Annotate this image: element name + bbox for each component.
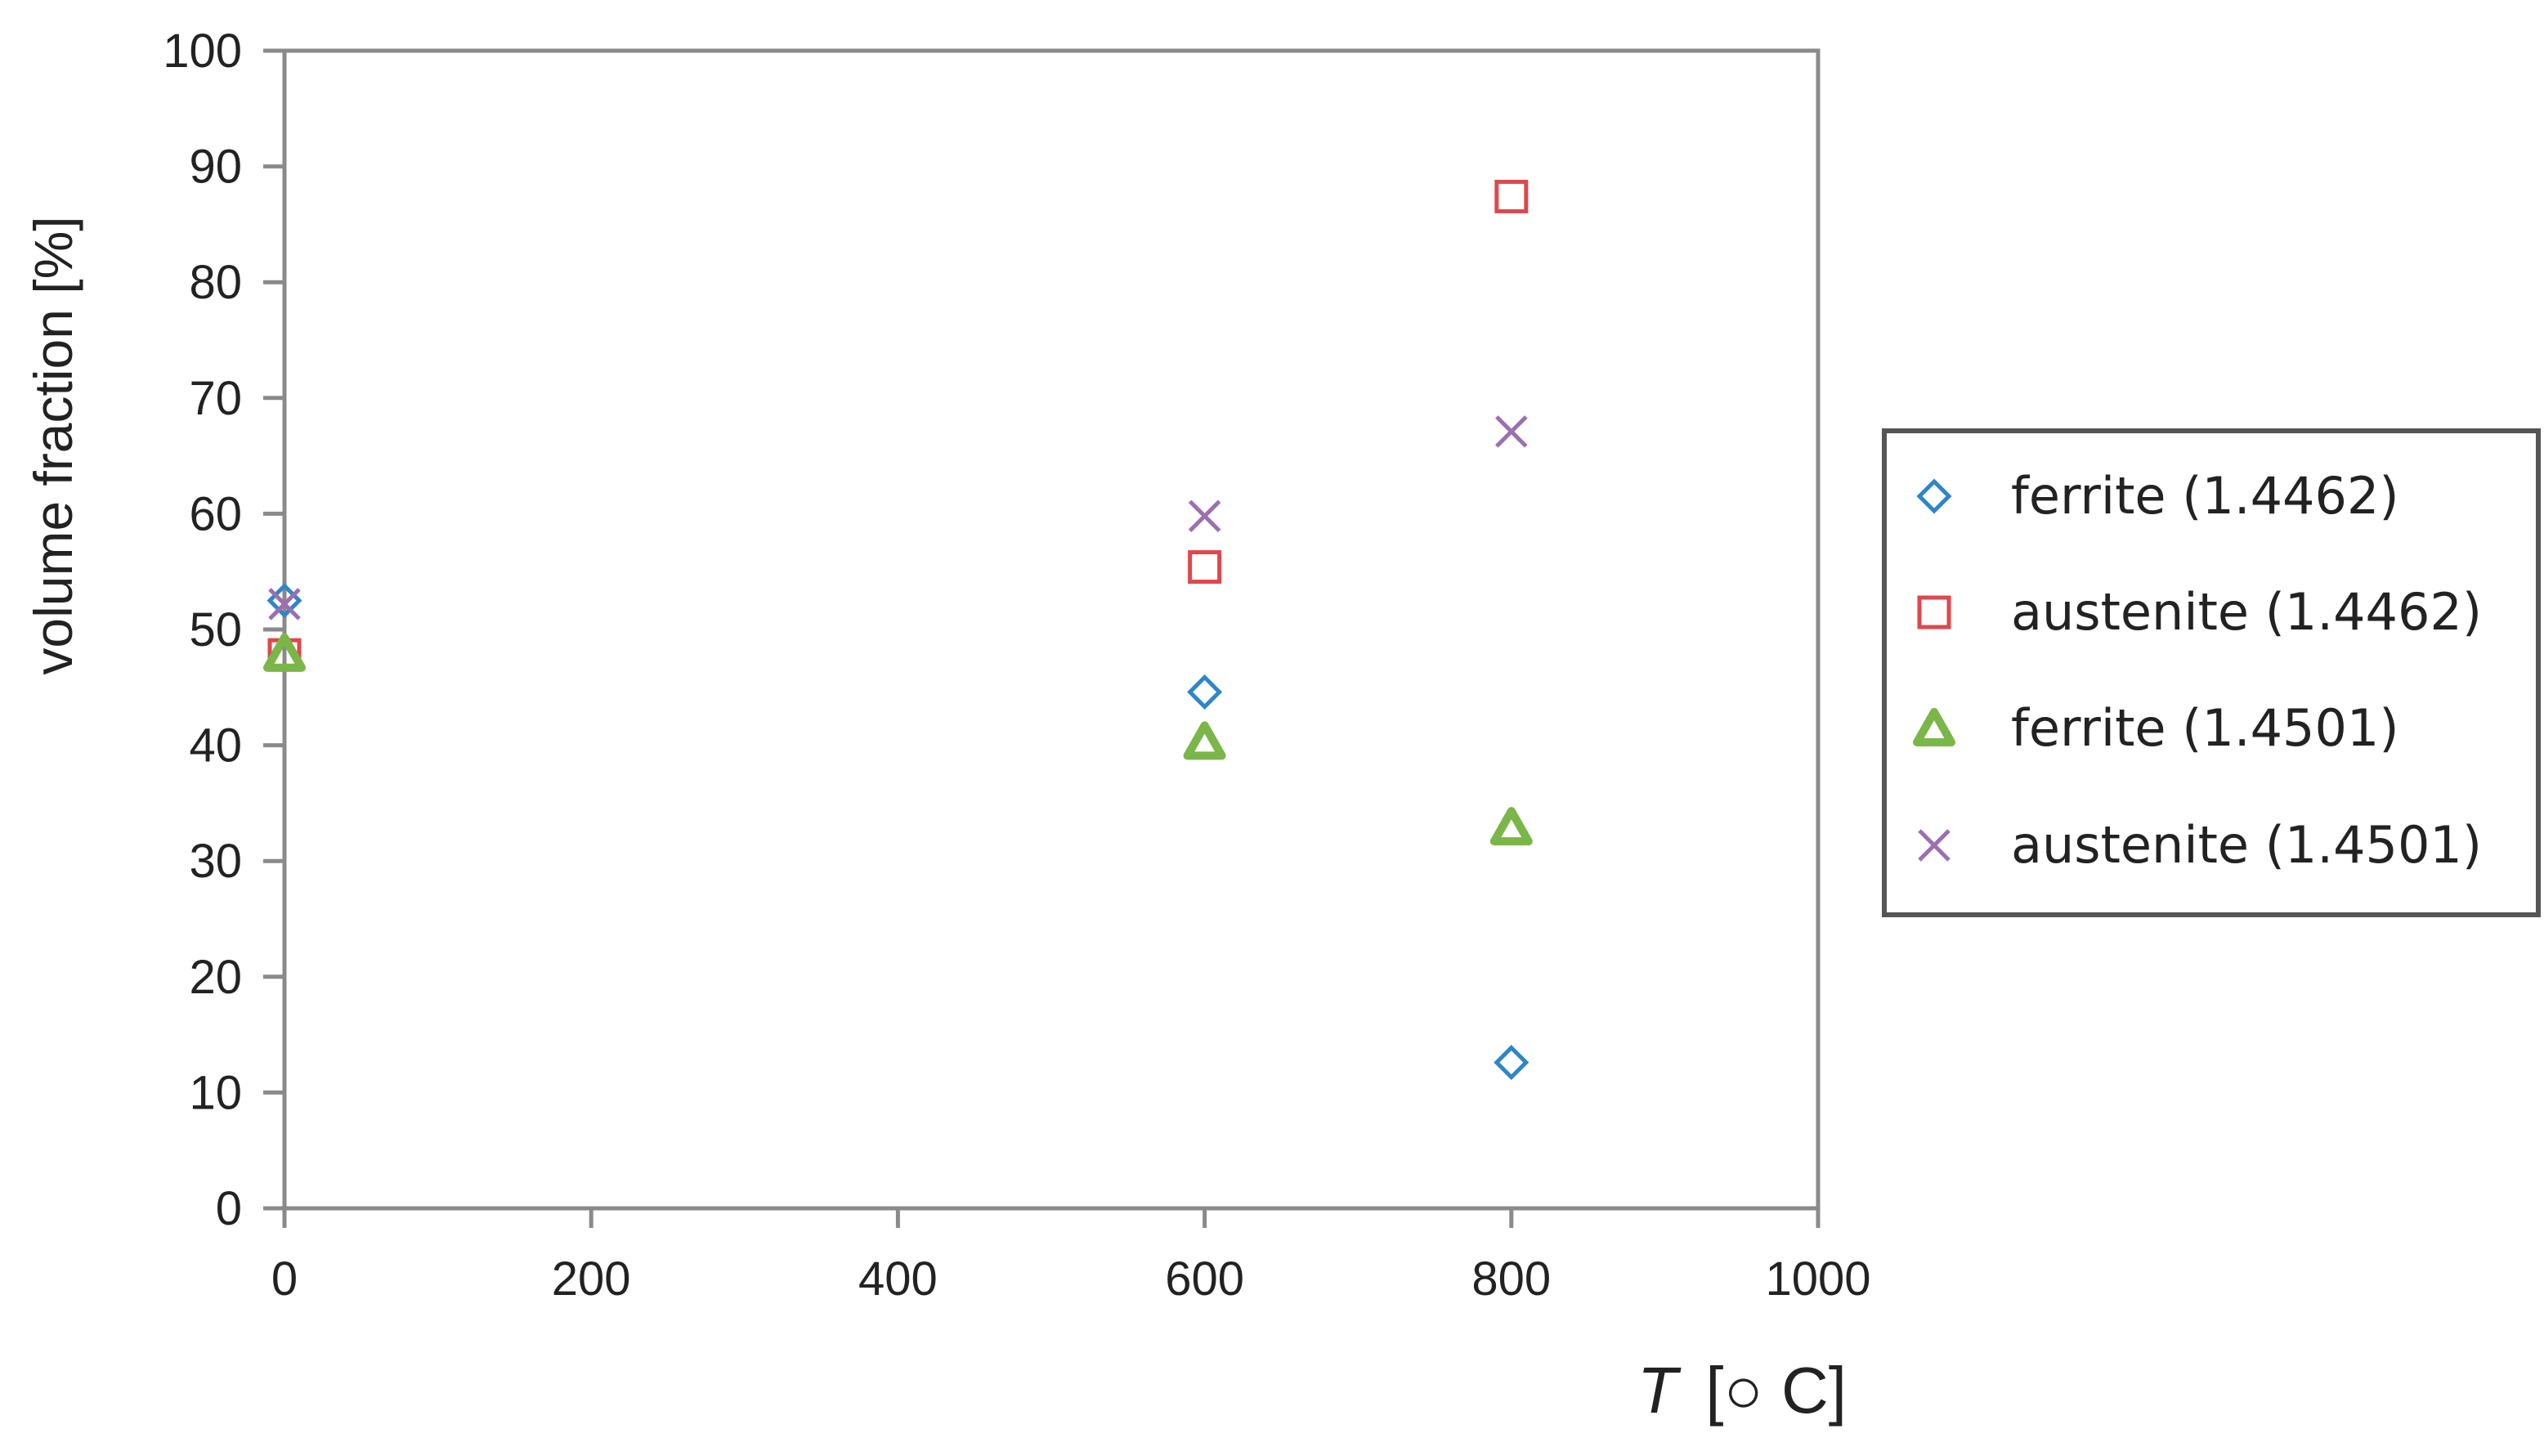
x-tick-label: 200	[552, 1252, 631, 1306]
x-tick-label: 1000	[1765, 1252, 1870, 1306]
x-tick-label: 400	[858, 1252, 938, 1306]
diamond-point	[1187, 674, 1223, 710]
y-tick-label: 70	[189, 372, 242, 425]
legend-box	[1882, 428, 2541, 917]
x-tick-label: 600	[1165, 1252, 1244, 1306]
data-points	[263, 179, 1533, 1081]
y-tick-label: 20	[189, 951, 242, 1004]
y-tick-label: 60	[189, 487, 242, 540]
y-tick-label: 40	[189, 719, 242, 773]
legend-diamond-icon	[1916, 478, 1952, 514]
x-axis-symbol: T	[1637, 1354, 1682, 1427]
diamond-point	[1494, 1045, 1530, 1081]
y-tick-label: 10	[189, 1066, 242, 1119]
y-tick-label: 50	[189, 603, 242, 656]
triangle-point	[1183, 721, 1226, 760]
legend-label: austenite (1.4462)	[2011, 582, 2482, 642]
x-tick-label: 800	[1471, 1252, 1551, 1306]
x-point	[1188, 500, 1221, 532]
y-tick-label: 0	[216, 1182, 242, 1235]
x-point	[1495, 415, 1528, 448]
legend-label: ferrite (1.4462)	[2011, 466, 2399, 526]
x-tick-label: 0	[271, 1252, 298, 1306]
y-tick-label: 30	[189, 835, 242, 888]
y-tick-label: 100	[163, 25, 242, 78]
legend: ferrite (1.4462) austenite (1.4462) ferrit…	[1882, 428, 2541, 917]
square-point	[1188, 550, 1222, 585]
y-axis-title: volume fraction [%]	[23, 216, 83, 674]
y-tick-label: 90	[189, 141, 242, 194]
legend-square-icon	[1917, 595, 1951, 629]
legend-x-icon	[1918, 829, 1951, 862]
y-axis: 0 10 20 30 40 50 60 70 80 90 100	[163, 25, 284, 1235]
triangle-point	[263, 633, 306, 672]
square-point	[1494, 179, 1529, 213]
x-axis: 0 200 400 600 800 1000	[271, 1208, 1871, 1306]
x-axis-title: T [○ C]	[1637, 1354, 1847, 1427]
legend-triangle-icon	[1913, 708, 1955, 746]
legend-label: austenite (1.4501)	[2011, 815, 2482, 875]
x-axis-unit: [○ C]	[1705, 1354, 1847, 1427]
triangle-point	[1489, 807, 1533, 846]
plot-area	[282, 48, 1821, 1211]
x-point	[268, 588, 301, 620]
y-tick-label: 80	[189, 256, 242, 309]
legend-label: ferrite (1.4501)	[2011, 698, 2399, 758]
